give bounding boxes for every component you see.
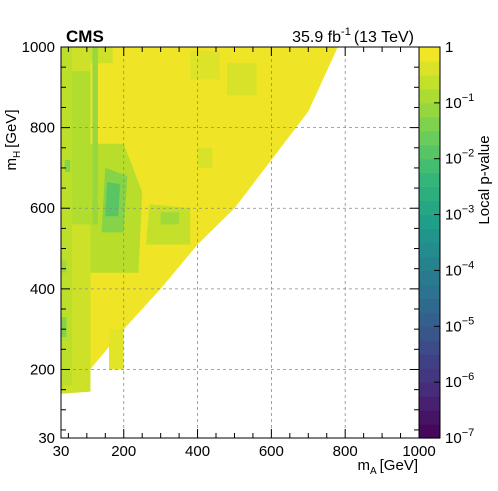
colorbar-segment bbox=[419, 382, 440, 397]
colorbar-segment bbox=[419, 88, 440, 104]
heatmap-region bbox=[64, 159, 71, 172]
heatmap-region bbox=[61, 47, 73, 386]
y-tick-label: 200 bbox=[30, 361, 55, 378]
colorbar-segment bbox=[419, 368, 440, 383]
y-tick-label: 600 bbox=[30, 200, 55, 217]
colorbar-tick-label: 10−3 bbox=[445, 204, 474, 224]
grid-lines bbox=[61, 47, 419, 438]
colorbar-segment bbox=[419, 60, 440, 76]
y-tick-label: 1000 bbox=[22, 39, 55, 56]
y-axis-label: mH[GeV] bbox=[3, 109, 23, 170]
luminosity-label: 35.9 fb-1 (13 TeV) bbox=[292, 26, 414, 46]
heatmap-region bbox=[190, 51, 220, 80]
heatmap-region bbox=[105, 182, 121, 217]
colorbar-segment bbox=[419, 424, 440, 439]
heatmap-region bbox=[72, 71, 91, 225]
colorbar-segment bbox=[419, 116, 440, 132]
colorbar-segment bbox=[419, 270, 440, 285]
colorbar-tick-labels: 1 10−1 10−2 10−3 10−4 10−5 10−6 10−7 bbox=[434, 39, 474, 447]
axis-ticks bbox=[61, 46, 420, 438]
colorbar-segment bbox=[419, 130, 440, 146]
colorbar-segment bbox=[419, 410, 440, 425]
colorbar-tick-label: 1 bbox=[445, 39, 453, 56]
colorbar-segment bbox=[419, 214, 440, 230]
colorbar-segment bbox=[419, 298, 440, 313]
x-tick-label: 400 bbox=[185, 443, 210, 460]
colorbar-tick-label: 10−2 bbox=[445, 148, 474, 168]
colorbar-tick-label: 10−5 bbox=[445, 315, 474, 335]
x-tick-label: 600 bbox=[259, 443, 284, 460]
colorbar-segment bbox=[419, 47, 440, 62]
heatmap-region bbox=[197, 147, 213, 168]
colorbar-segment bbox=[419, 326, 440, 341]
colorbar-segment bbox=[419, 354, 440, 369]
colorbar-segment bbox=[419, 74, 440, 90]
heatmap-region bbox=[61, 260, 67, 273]
heatmap-region bbox=[61, 317, 67, 338]
colorbar-tick-label: 10−4 bbox=[445, 259, 474, 279]
heatmap-region bbox=[160, 212, 180, 225]
y-tick-label: 800 bbox=[30, 120, 55, 137]
colorbar-tick-label: 10−7 bbox=[445, 427, 474, 447]
colorbar-segment bbox=[419, 312, 440, 327]
colorbar-tick-label: 10−6 bbox=[445, 371, 474, 391]
colorbar-segment bbox=[419, 186, 440, 202]
colorbar-segment bbox=[419, 102, 440, 118]
y-tick-labels: 30 200 400 600 800 1000 bbox=[22, 39, 55, 447]
colorbar-segment bbox=[419, 200, 440, 216]
colorbar-frame bbox=[418, 46, 441, 439]
x-tick-label: 1000 bbox=[402, 443, 435, 460]
x-axis-label: mA [GeV] bbox=[357, 457, 418, 477]
colorbar-segment bbox=[419, 284, 440, 299]
heatmap-region bbox=[109, 329, 124, 370]
heatmap-region bbox=[227, 63, 257, 96]
colorbar-segment bbox=[419, 172, 440, 188]
y-tick-label: 30 bbox=[38, 430, 55, 447]
colorbar-segment bbox=[419, 158, 440, 174]
colorbar-segment bbox=[419, 340, 440, 355]
colorbar-label: Local p-value bbox=[476, 135, 493, 224]
x-tick-labels: 30 200 400 600 800 1000 bbox=[53, 443, 436, 460]
colorbar-segment bbox=[419, 256, 440, 272]
colorbar-segment bbox=[419, 144, 440, 160]
x-tick-label: 200 bbox=[111, 443, 136, 460]
colorbar bbox=[419, 47, 440, 439]
heatmap-regions bbox=[61, 47, 338, 394]
heatmap-region bbox=[92, 47, 98, 225]
colorbar-segment bbox=[419, 396, 440, 411]
colorbar-segment bbox=[419, 242, 440, 258]
heatmap-region bbox=[61, 47, 338, 394]
colorbar-segment bbox=[419, 228, 440, 244]
x-tick-label: 30 bbox=[53, 443, 70, 460]
y-tick-label: 400 bbox=[30, 281, 55, 298]
experiment-label: CMS bbox=[66, 27, 104, 46]
colorbar-tick-label: 10−1 bbox=[445, 92, 474, 112]
x-tick-label: 800 bbox=[333, 443, 358, 460]
